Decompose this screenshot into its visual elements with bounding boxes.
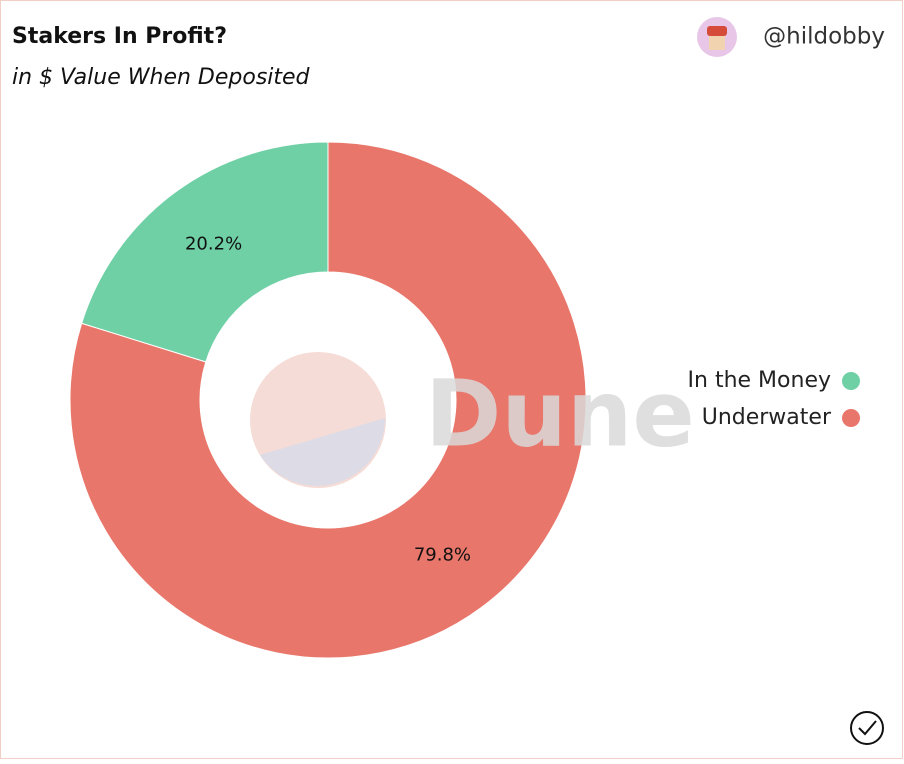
slice-label: 79.8% bbox=[414, 544, 471, 565]
pie-slice bbox=[69, 141, 587, 659]
check-icon bbox=[850, 711, 884, 745]
legend-swatch bbox=[842, 372, 860, 390]
legend-swatch bbox=[842, 409, 860, 427]
avatar bbox=[697, 17, 737, 57]
author: @hildobby bbox=[763, 24, 885, 50]
legend-label: Underwater bbox=[702, 405, 832, 430]
chart-subtitle: in $ Value When Deposited bbox=[12, 65, 311, 90]
chart-title: Stakers In Profit? bbox=[12, 24, 227, 49]
slice-label: 20.2% bbox=[185, 234, 242, 255]
watermark-text: Dune bbox=[425, 360, 695, 467]
pie-slice bbox=[81, 141, 329, 363]
legend-label: In the Money bbox=[688, 368, 831, 393]
watermark bbox=[250, 352, 386, 488]
